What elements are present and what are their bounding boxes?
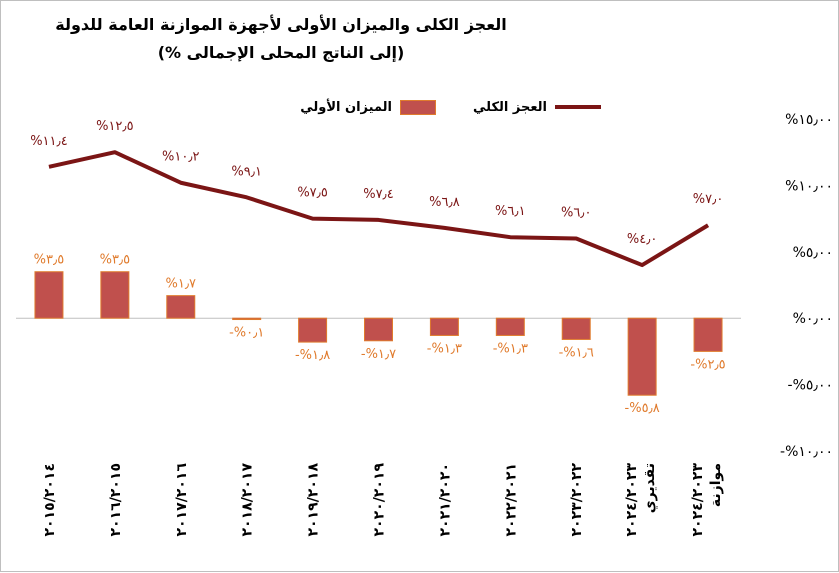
x-tick-label: ٢٠٢١/٢٠٢٠: [437, 463, 453, 536]
bar-data-label: -%١٫٨: [295, 348, 330, 363]
x-tick-text: ٢٠١٥/٢٠١٤: [42, 463, 58, 536]
x-tick-text: ٢٠١٩/٢٠١٨: [306, 463, 322, 537]
series-line: [48, 150, 710, 268]
x-tick-text: موازنة: [708, 463, 724, 507]
bar-data-label: -%١٫٦: [559, 345, 594, 360]
bar-data-label: -%١٫٣: [493, 341, 528, 356]
bar-data-label: -%١٫٣: [427, 341, 462, 356]
x-tick-text: ٢٠٢٣/٢٠٢٢: [569, 463, 585, 537]
line-data-label: %٦٫٠: [561, 206, 592, 221]
x-tick-text: ٢٠٢٤/٢٠٢٣: [690, 463, 706, 537]
legend-item-bar: الميزان الأولي: [300, 96, 436, 118]
bar-data-label: %٣٫٥: [100, 253, 131, 268]
x-tick-label: ٢٠١٨/٢٠١٧: [240, 463, 256, 537]
bar: [34, 271, 64, 319]
bar: [561, 317, 591, 340]
legend-swatch-bar: [400, 99, 436, 115]
legend-swatch-line: [555, 105, 601, 109]
x-tick-text: ٢٠٢٤/٢٠٢٣: [624, 463, 640, 537]
y-tick-label: %١٠٫٠٠: [785, 178, 833, 194]
bar-data-label: %١٫٧: [165, 277, 196, 292]
chart-title: العجز الكلى والميزان الأولى لأجهزة الموا…: [55, 15, 507, 34]
bar: [429, 317, 459, 336]
legend-label-bar: الميزان الأولي: [300, 99, 392, 115]
bar: [100, 271, 130, 319]
y-tick-label: -%٥٫٠٠: [788, 378, 833, 394]
bar-data-label: -%١٫٧: [361, 347, 396, 362]
x-tick-label: ٢٠٢٤/٢٠٢٣ تقديري: [624, 463, 659, 537]
bar-data-label: %٣٫٥: [34, 253, 65, 268]
line-data-label: %٧٫٥: [297, 186, 328, 201]
bar-data-label: -%٢٫٥: [690, 357, 725, 372]
x-tick-label: ٢٠١٧/٢٠١٦: [174, 463, 190, 537]
x-tick-text: ٢٠١٧/٢٠١٦: [174, 463, 190, 537]
x-tick-text: ٢٠١٨/٢٠١٧: [240, 463, 256, 537]
x-tick-text: ٢٠٢١/٢٠٢٠: [437, 463, 453, 536]
chart-subtitle: (% إلى الناتج المحلى الإجمالى): [157, 43, 405, 62]
x-tick-label: ٢٠١٩/٢٠١٨: [306, 463, 322, 537]
bar: [495, 317, 525, 336]
line-data-label: %١٢٫٥: [96, 119, 134, 134]
x-tick-label: ٢٠١٥/٢٠١٤: [42, 463, 58, 536]
y-tick-label: -%١٠٫٠٠: [780, 444, 833, 460]
x-tick-text: تقديري: [642, 463, 659, 513]
x-tick-label: ٢٠٢٠/٢٠١٩: [372, 463, 388, 537]
line-data-label: %٦٫٨: [429, 195, 460, 210]
y-tick-label: %١٥٫٠٠: [785, 112, 833, 128]
x-tick-label: ٢٠٢٢/٢٠٢١: [503, 463, 519, 536]
line-data-label: %١٠٫٢: [162, 150, 200, 165]
bar: [693, 317, 723, 352]
bar: [166, 295, 196, 319]
line-data-label: %١١٫٤: [30, 134, 68, 149]
line-data-label: %٤٫٠: [627, 232, 658, 247]
y-tick-label: %٠٫٠٠: [793, 311, 833, 327]
line-data-label: %٧٫٤: [363, 187, 394, 202]
chart-legend: العجز الكلي الميزان الأولي: [271, 96, 601, 118]
bar: [627, 317, 657, 396]
bar: [364, 317, 393, 342]
x-tick-text: ٢٠١٦/٢٠١٥: [108, 463, 124, 536]
x-tick-label: ٢٠١٦/٢٠١٥: [108, 463, 124, 536]
y-tick-label: %٥٫٠٠: [793, 245, 833, 261]
legend-label-line: العجز الكلي: [472, 99, 547, 115]
x-tick-text: ٢٠٢٢/٢٠٢١: [503, 463, 519, 536]
line-data-label: %٩٫١: [231, 164, 262, 179]
bar: [298, 317, 328, 343]
x-tick-label: ٢٠٢٣/٢٠٢٢: [569, 463, 585, 537]
x-tick-text: ٢٠٢٠/٢٠١٩: [372, 463, 388, 537]
line-data-label: %٦٫١: [495, 204, 526, 219]
bar-data-label: -%٥٫٨: [625, 401, 660, 416]
line-data-label: %٧٫٠: [693, 192, 724, 207]
bar: [232, 317, 262, 321]
bar-data-label: -%٠٫١: [229, 326, 264, 341]
x-tick-label: ٢٠٢٤/٢٠٢٣ موازنة: [690, 463, 724, 537]
legend-item-line: العجز الكلي: [473, 96, 601, 118]
